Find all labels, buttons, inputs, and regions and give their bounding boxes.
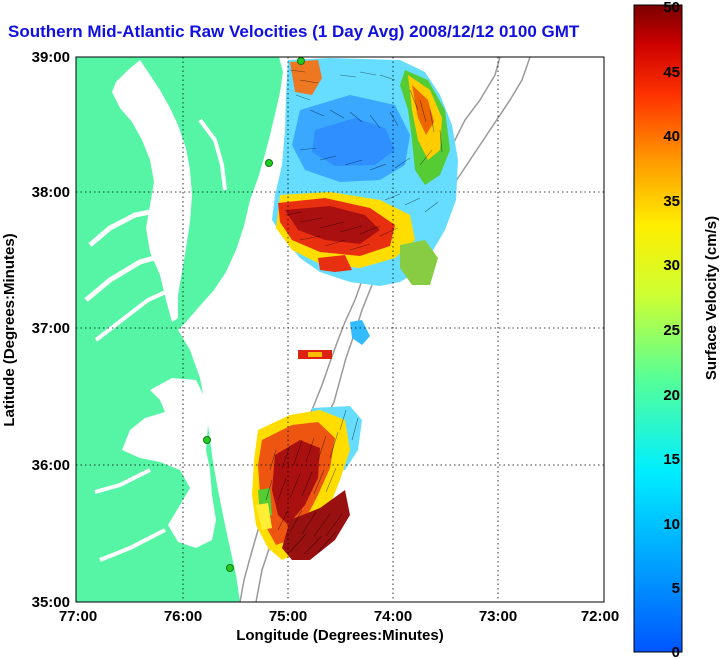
colorbar-tick-label: 10: [663, 516, 680, 533]
colorbar-tick-label: 40: [663, 128, 680, 145]
y-tick-label: 35:00: [32, 594, 70, 611]
velocity-field-south: [252, 406, 362, 560]
colorbar-tick-label: 15: [663, 451, 680, 468]
y-tick-label: 38:00: [32, 184, 70, 201]
colorbar-tick-label: 45: [663, 64, 680, 81]
nc-inlet: [94, 468, 151, 494]
land-mass: [76, 57, 283, 602]
station-marker: [297, 57, 305, 65]
station-marker: [203, 436, 211, 444]
y-tick-label: 39:00: [32, 49, 70, 66]
colorbar-tick-label: 20: [663, 387, 680, 404]
radar-stations: [203, 57, 305, 572]
bay-tributary-1: [88, 207, 161, 247]
bay-tributary-2: [84, 252, 166, 302]
bay-tributary-4: [198, 118, 227, 191]
colorbar-tick-label: 5: [672, 580, 680, 597]
colorbar-tick-label: 30: [663, 257, 680, 274]
colorbar: [633, 4, 683, 653]
x-axis-ticks: 77:00 76:00 75:00 74:00 73:00 72:00: [59, 608, 619, 625]
colorbar-ticks: 50 45 40 35 30 25 20 15 10 5 0: [663, 0, 680, 659]
colorbar-tick-label: 25: [663, 322, 680, 339]
y-axis-ticks: 39:00 38:00 37:00 36:00 35:00: [32, 49, 70, 611]
station-marker: [265, 159, 273, 167]
x-tick-label: 73:00: [479, 608, 517, 625]
bay-tributary-3: [94, 288, 171, 342]
colorbar-tick-label: 35: [663, 193, 680, 210]
x-tick-label: 74:00: [374, 608, 412, 625]
colorbar-label: Surface Velocity (cm/s): [703, 216, 720, 380]
plot-frame: [75, 56, 605, 603]
y-axis-label: Latitude (Degrees:Minutes): [1, 233, 18, 426]
x-tick-label: 76:00: [164, 608, 202, 625]
chesapeake-bay: [112, 60, 192, 322]
colorbar-tick-label: 50: [663, 0, 680, 16]
colorbar-tick-label: 0: [672, 644, 680, 659]
nc-sounds: [122, 378, 216, 548]
map-title: Southern Mid-Atlantic Raw Velocities (1 …: [8, 22, 580, 41]
station-marker: [226, 564, 234, 572]
x-tick-label: 72:00: [581, 608, 619, 625]
x-tick-label: 77:00: [59, 608, 97, 625]
x-tick-label: 75:00: [269, 608, 307, 625]
nc-inlet-2: [99, 528, 166, 562]
y-tick-label: 37:00: [32, 320, 70, 337]
velocity-field-north: [272, 58, 458, 286]
y-tick-label: 36:00: [32, 457, 70, 474]
grid: [76, 57, 604, 602]
velocity-field-middle: [298, 320, 370, 359]
x-axis-label: Longitude (Degrees:Minutes): [236, 627, 444, 644]
